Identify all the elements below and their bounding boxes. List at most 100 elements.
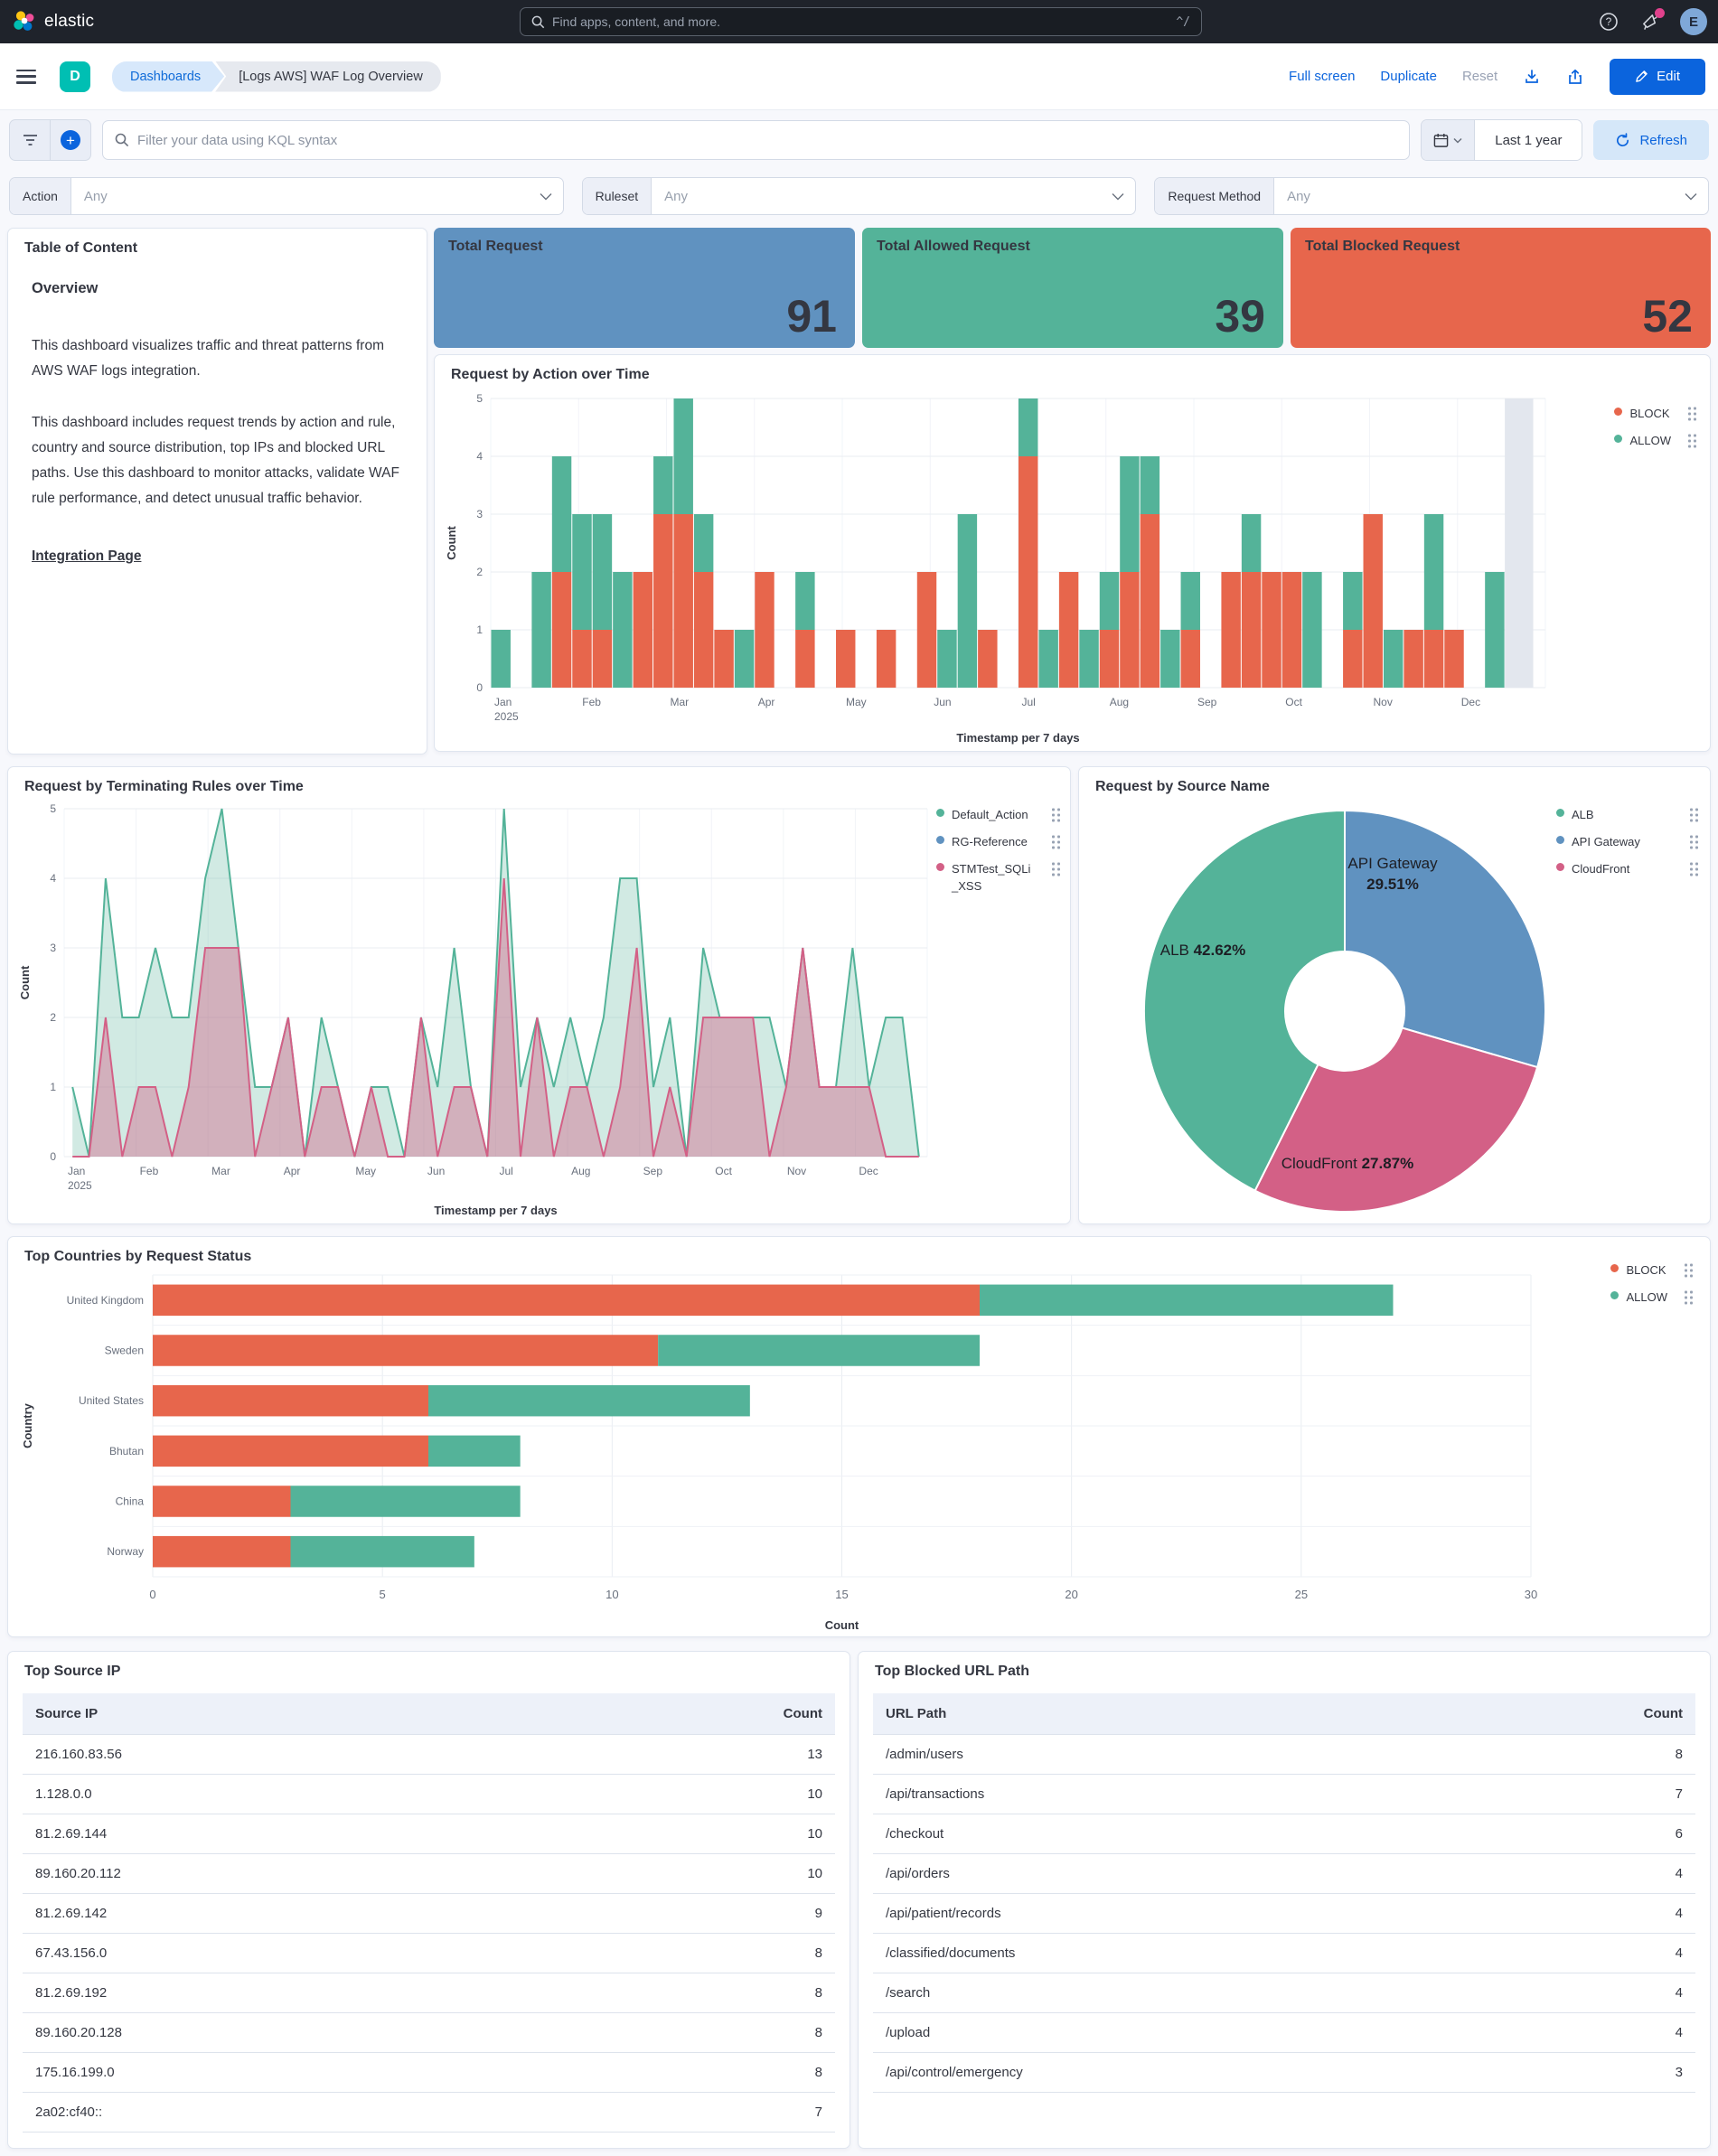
cell-count: 7 [1461, 1774, 1695, 1814]
space-avatar[interactable]: D [60, 61, 90, 92]
legend-item[interactable]: CloudFront [1556, 861, 1699, 877]
svg-text:Sep: Sep [643, 1165, 663, 1177]
legend-label[interactable]: BLOCK [1626, 1263, 1666, 1277]
legend-actions-icon[interactable] [1042, 834, 1061, 849]
source-name-donut-chart[interactable]: API Gateway 29.51% CloudFront 27.87% ALB 42… [1084, 798, 1550, 1220]
legend-item[interactable]: STMTest_SQLi_XSS [936, 861, 1061, 894]
filter-ruleset-select[interactable]: Ruleset Any [581, 177, 1137, 215]
legend-actions-icon [1690, 808, 1698, 822]
top-countries-panel: Top Countries by Request Status 0 5 10 15 20… [7, 1236, 1711, 1637]
svg-text:1: 1 [50, 1081, 56, 1093]
integration-page-link[interactable]: Integration Page [32, 548, 142, 565]
help-icon[interactable]: ? [1597, 10, 1620, 33]
table-row: 89.160.20.128 8 [23, 2012, 835, 2053]
request-by-action-panel: Request by Action over Time 0 1 2 3 4 5 Jan 202… [434, 354, 1711, 752]
global-search-placeholder: Find apps, content, and more. [552, 14, 720, 29]
legend-label[interactable]: API Gateway [1572, 835, 1640, 849]
metric-label: Total Blocked Request [1305, 239, 1460, 254]
duplicate-button[interactable]: Duplicate [1380, 69, 1437, 84]
top-countries-chart[interactable]: 0 5 10 15 20 25 30 United Kingdom Sweden United S… [17, 1264, 1558, 1633]
elastic-logo[interactable]: elastic [13, 10, 94, 33]
table-row: 216.160.83.56 13 [23, 1734, 835, 1775]
refresh-button[interactable]: Refresh [1593, 120, 1709, 160]
svg-text:5: 5 [380, 1588, 386, 1601]
cell-count: 4 [1461, 1893, 1695, 1934]
cell-key: 216.160.83.56 [23, 1734, 539, 1775]
table-row: 175.16.199.0 8 [23, 2052, 835, 2093]
svg-text:Feb: Feb [582, 696, 601, 708]
svg-text:Mar: Mar [211, 1165, 230, 1177]
full-screen-button[interactable]: Full screen [1289, 69, 1356, 84]
legend-label[interactable]: Default_Action [952, 808, 1028, 821]
table-row: /upload 4 [873, 2012, 1695, 2053]
cell-key: 89.160.20.128 [23, 2012, 539, 2053]
svg-text:ALB 42.62%: ALB 42.62% [1160, 942, 1246, 959]
table-row: 67.43.156.0 8 [23, 1933, 835, 1973]
calendar-button[interactable] [1422, 120, 1476, 160]
filter-request-method-select[interactable]: Request Method Any [1154, 177, 1710, 215]
terminating-rules-chart[interactable]: 0 1 2 3 4 5 Jan 2025 Feb Mar Apr May Jun Jul Aug Sep Oct… [17, 801, 936, 1220]
legend-label[interactable]: ALLOW [1626, 1290, 1667, 1305]
download-icon[interactable] [1523, 68, 1541, 86]
news-feed-icon[interactable] [1638, 8, 1665, 33]
reset-button[interactable]: Reset [1461, 69, 1498, 84]
legend-item[interactable]: RG-Reference [936, 834, 1061, 850]
action-over-time-chart[interactable]: 0 1 2 3 4 5 Jan 2025 Feb Mar Apr May Jun Jul Aug Sep Oct… [444, 389, 1558, 747]
menu-icon[interactable] [16, 69, 36, 84]
legend-label[interactable]: STMTest_SQLi_XSS [952, 862, 1031, 893]
svg-text:Jul: Jul [500, 1165, 513, 1177]
legend-item[interactable]: API Gateway [1556, 834, 1699, 850]
legend-item[interactable]: Default_Action [936, 807, 1061, 823]
svg-text:30: 30 [1525, 1588, 1537, 1601]
cell-key: /admin/users [873, 1734, 1462, 1775]
search-shortcut-hint: ^/ [1176, 14, 1190, 29]
breadcrumb-dashboards[interactable]: Dashboards [112, 61, 224, 92]
column-header[interactable]: Source IP [23, 1693, 539, 1735]
svg-text:4: 4 [476, 450, 483, 463]
legend-item[interactable]: BLOCK [1610, 1262, 1694, 1279]
metric-value: 91 [786, 291, 837, 342]
column-header[interactable]: URL Path [873, 1693, 1462, 1735]
cell-key: /api/orders [873, 1853, 1462, 1894]
column-header[interactable]: Count [1461, 1693, 1695, 1735]
legend-actions-icon[interactable] [1675, 1262, 1694, 1278]
kql-filter-input[interactable]: Filter your data using KQL syntax [102, 120, 1411, 160]
legend-item[interactable]: BLOCK [1614, 406, 1697, 422]
toc-paragraph: This dashboard includes request trends b… [32, 415, 399, 507]
legend-color-dot [1610, 1264, 1619, 1272]
filter-action-select[interactable]: Action Any [9, 177, 564, 215]
legend-color-dot [1556, 809, 1564, 817]
legend-label[interactable]: CloudFront [1572, 862, 1630, 876]
legend-actions-icon[interactable] [1680, 807, 1699, 822]
legend-item[interactable]: ALLOW [1614, 433, 1697, 449]
legend-label[interactable]: ALLOW [1629, 434, 1671, 448]
legend-label[interactable]: BLOCK [1629, 407, 1670, 420]
legend-item[interactable]: ALLOW [1610, 1289, 1694, 1306]
svg-text:Feb: Feb [140, 1165, 159, 1177]
legend-actions-icon[interactable] [1675, 1289, 1694, 1305]
legend-actions-icon[interactable] [1678, 433, 1697, 448]
legend-label[interactable]: RG-Reference [952, 835, 1028, 849]
svg-text:29.51%: 29.51% [1366, 876, 1419, 893]
legend-actions-icon[interactable] [1680, 834, 1699, 849]
filter-request-method-label: Request Method [1155, 178, 1275, 214]
time-range-value[interactable]: Last 1 year [1475, 120, 1582, 160]
table-row: /checkout 6 [873, 1814, 1695, 1854]
source-name-panel: Request by Source Name API Gateway 29.51%… [1078, 766, 1711, 1224]
global-search-input[interactable]: Find apps, content, and more. ^/ [520, 7, 1202, 36]
svg-text:Jun: Jun [934, 696, 951, 708]
user-avatar[interactable]: E [1680, 8, 1707, 35]
column-header[interactable]: Count [538, 1693, 835, 1735]
plus-icon: + [61, 130, 80, 150]
total-blocked-request-card: Total Blocked Request 52 [1291, 228, 1711, 348]
filter-menu-button[interactable] [10, 120, 51, 160]
share-icon[interactable] [1566, 68, 1584, 86]
edit-button[interactable]: Edit [1610, 58, 1705, 95]
legend-actions-icon[interactable] [1042, 807, 1061, 822]
legend-actions-icon[interactable] [1678, 406, 1697, 421]
legend-actions-icon[interactable] [1680, 861, 1699, 876]
legend-item[interactable]: ALB [1556, 807, 1699, 823]
legend-actions-icon[interactable] [1042, 861, 1061, 876]
add-filter-button[interactable]: + [51, 120, 90, 160]
legend-label[interactable]: ALB [1572, 808, 1594, 821]
